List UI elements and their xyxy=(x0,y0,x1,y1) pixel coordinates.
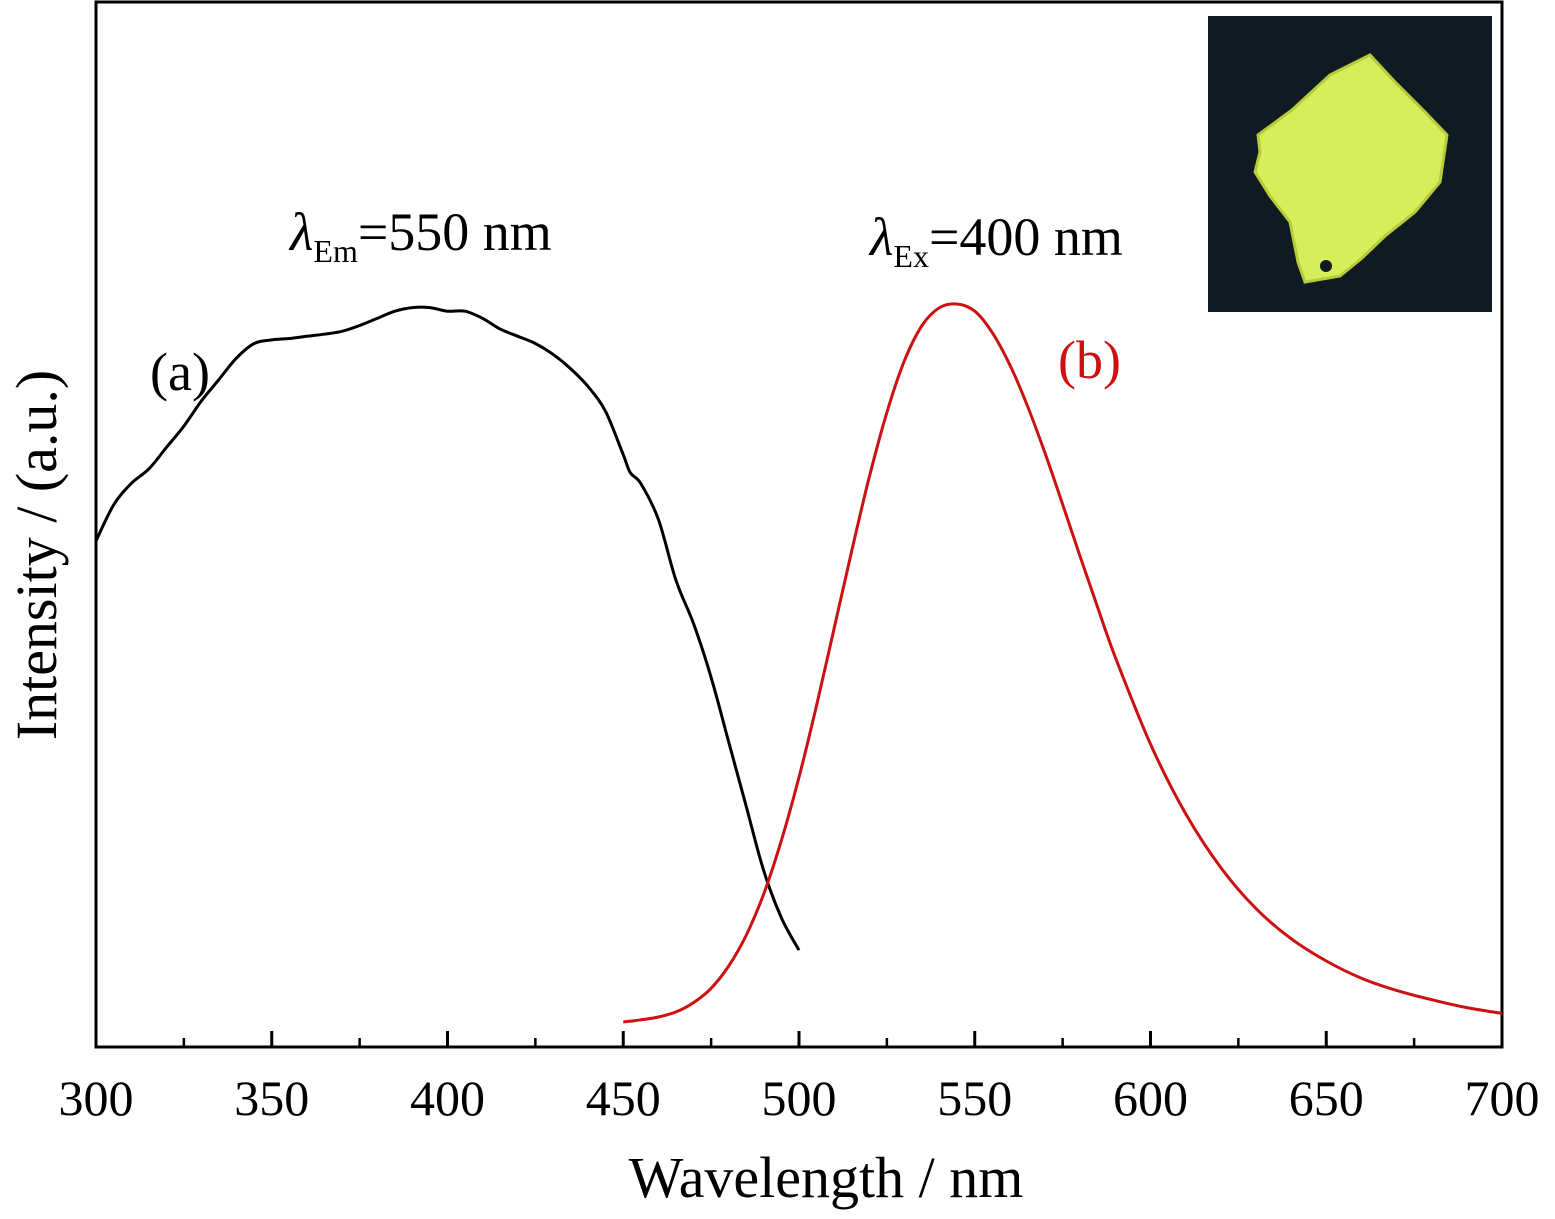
x-axis-title: Wavelength / nm xyxy=(629,1145,1024,1210)
x-tick-label: 700 xyxy=(1465,1070,1540,1126)
x-tick-label: 650 xyxy=(1289,1070,1364,1126)
x-axis-ticks xyxy=(94,1031,1504,1047)
x-tick-label: 350 xyxy=(234,1070,309,1126)
inset-photo-spot xyxy=(1320,260,1332,272)
label-b: (b) xyxy=(1058,330,1121,390)
inset-photo xyxy=(1208,16,1492,312)
x-axis-tick-labels: 300 350 400 450 500 550 600 650 700 xyxy=(59,1070,1540,1126)
x-tick-label: 500 xyxy=(762,1070,837,1126)
series-line-a xyxy=(94,305,801,951)
label-lambda-em: λEm=550 nm xyxy=(288,202,552,269)
series-line-b xyxy=(623,302,1503,1024)
label-a: (a) xyxy=(150,342,210,402)
x-tick-label: 300 xyxy=(59,1070,134,1126)
series-layer xyxy=(94,302,1503,1024)
inset-photo-sample xyxy=(1253,53,1449,284)
x-tick-label: 400 xyxy=(410,1070,485,1126)
x-tick-label: 550 xyxy=(937,1070,1012,1126)
y-axis-title: Intensity / (a.u.) xyxy=(4,370,69,740)
x-tick-label: 600 xyxy=(1113,1070,1188,1126)
label-lambda-ex: λEx=400 nm xyxy=(868,207,1123,274)
x-tick-label: 450 xyxy=(586,1070,661,1126)
